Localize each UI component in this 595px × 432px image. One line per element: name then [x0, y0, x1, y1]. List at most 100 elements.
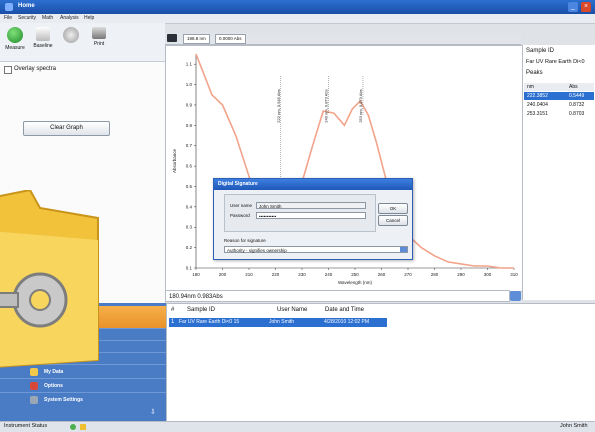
x-tick-label: 200 [219, 272, 227, 277]
y-tick-label: 0.7 [186, 143, 193, 148]
peak-nm: 240.0404 [527, 102, 548, 108]
instrument-status: Instrument Status [4, 423, 48, 429]
row-number: 1 [171, 319, 175, 325]
close-button[interactable]: × [581, 2, 591, 12]
nav-label: Options [44, 383, 63, 389]
menu-help[interactable]: Help [84, 15, 95, 21]
username-label: User name [230, 203, 253, 208]
print-button[interactable]: Print [86, 27, 112, 47]
menu-math[interactable]: Math [42, 15, 54, 21]
x-axis-label: Wavelength (nm) [338, 280, 373, 285]
spectrum-icon[interactable] [167, 34, 177, 42]
peak-abs: 0.8703 [569, 111, 585, 117]
nav-item-system-settings[interactable]: System Settings [0, 392, 166, 407]
play-icon [7, 27, 23, 43]
peak-annotation: 222 nm, 0.545 Abs [276, 89, 281, 122]
x-tick-label: 250 [351, 272, 359, 277]
results-table: # Sample ID User Name Date and Time 1 Fa… [166, 303, 595, 423]
nav-label: My Data [44, 369, 64, 375]
username-field[interactable]: John Smith [256, 202, 366, 209]
peaks-col-nm: nm [527, 84, 534, 90]
peak-abs: 0.8732 [569, 102, 585, 108]
title-bar: Home _ × [0, 0, 595, 14]
password-field[interactable]: ••••••••••• [256, 212, 366, 219]
x-tick-label: 190 [192, 272, 200, 277]
overlay-spectra-checkbox[interactable] [4, 66, 12, 74]
peaks-col-abs: Abs [569, 84, 578, 90]
peak-abs: 0.5449 [569, 93, 585, 99]
clear-graph-button[interactable]: Clear Graph [23, 121, 110, 136]
current-user: John Smith [560, 423, 588, 429]
y-tick-label: 0.6 [186, 164, 193, 169]
baseline-icon [36, 27, 50, 41]
row-user-name: John Smith [269, 319, 295, 325]
x-tick-label: 210 [245, 272, 253, 277]
x-tick-label: 220 [272, 272, 280, 277]
disc-button[interactable] [58, 27, 84, 45]
peak-annotation: 240 nm, 0.873 Abs [324, 89, 329, 122]
table-row[interactable]: 1 Far UV Rare Earth Di<0 15 John Smith 4… [169, 318, 387, 327]
sample-id-label: Sample ID [526, 48, 555, 54]
peak-row[interactable]: 240.0404 0.8732 [524, 101, 594, 109]
chevron-down-icon[interactable] [510, 291, 521, 301]
nav-label: System Settings [44, 397, 83, 403]
measure-button[interactable]: Measure [2, 27, 28, 51]
peak-row[interactable]: 222.3852 0.5449 [524, 92, 594, 100]
menu-file[interactable]: File [4, 15, 13, 21]
reason-select[interactable]: Authority - signifies ownership [224, 246, 408, 253]
options-icon [30, 382, 38, 390]
peak-row[interactable]: 253.3151 0.8703 [524, 110, 594, 118]
x-tick-label: 310 [510, 272, 518, 277]
menu-analysis[interactable]: Analysis [60, 15, 79, 21]
print-label: Print [93, 41, 105, 47]
chevron-down-icon[interactable] [400, 247, 407, 252]
app-icon [5, 3, 13, 11]
sample-id-value: Far UV Rare Earth Di<0 [526, 59, 585, 65]
warning-icon [80, 424, 86, 430]
baseline-button[interactable]: Baseline [30, 27, 56, 49]
password-label: Password [230, 213, 250, 218]
y-tick-label: 0.8 [186, 123, 193, 128]
absorbance-readout: 0.0000 Abs [215, 34, 246, 44]
peak-nm: 253.3151 [527, 111, 548, 117]
reason-label: Reason for signature [224, 238, 266, 243]
measure-label: Measure [5, 45, 25, 51]
security-key-graphic [0, 190, 99, 368]
status-bar: Instrument Status John Smith [0, 421, 595, 432]
dialog-title: Digital Signature [214, 179, 412, 190]
overlay-spectra-label: Overlay spectra [14, 66, 57, 72]
spectrum-line [195, 53, 514, 269]
ok-button[interactable]: OK [378, 203, 408, 214]
cursor-readout: 180.94nm 0.983Abs [165, 290, 510, 302]
nav-item-my-data[interactable]: My Data [0, 364, 166, 379]
print-icon [92, 27, 106, 39]
peaks-label: Peaks [526, 70, 543, 76]
main-toolbar: Measure Baseline Print [0, 23, 165, 62]
y-tick-label: 0.4 [186, 204, 193, 209]
x-tick-label: 260 [378, 272, 386, 277]
digital-signature-dialog: Digital Signature User name John Smith P… [213, 178, 413, 260]
minimize-button[interactable]: _ [568, 2, 578, 12]
nav-item-options[interactable]: Options [0, 378, 166, 393]
pane-menu-icon[interactable]: ⇩ [150, 409, 156, 416]
cancel-button[interactable]: Cancel [378, 215, 408, 226]
y-tick-label: 0.1 [186, 266, 193, 271]
y-axis-label: Absorbance [172, 149, 177, 174]
x-tick-label: 230 [298, 272, 306, 277]
peaks-header: nm Abs [524, 83, 594, 91]
row-sample-id: Far UV Rare Earth Di<0 15 [179, 319, 240, 325]
x-tick-label: 240 [325, 272, 333, 277]
menu-security[interactable]: Security [18, 15, 37, 21]
folder-icon [30, 368, 38, 376]
peak-nm: 222.3852 [527, 93, 548, 99]
col-number: # [171, 307, 175, 313]
menu-bar: File Security Math Analysis Help [0, 14, 595, 24]
y-tick-label: 0.2 [186, 245, 193, 250]
plot-toolbar: 198.8 nm 0.0000 Abs [165, 33, 521, 45]
col-date-time: Date and Time [325, 307, 365, 313]
window-title: Home [18, 3, 35, 9]
disc-icon [63, 27, 79, 43]
x-tick-label: 290 [457, 272, 465, 277]
y-tick-label: 0.3 [186, 225, 193, 230]
y-tick-label: 0.5 [186, 184, 193, 189]
